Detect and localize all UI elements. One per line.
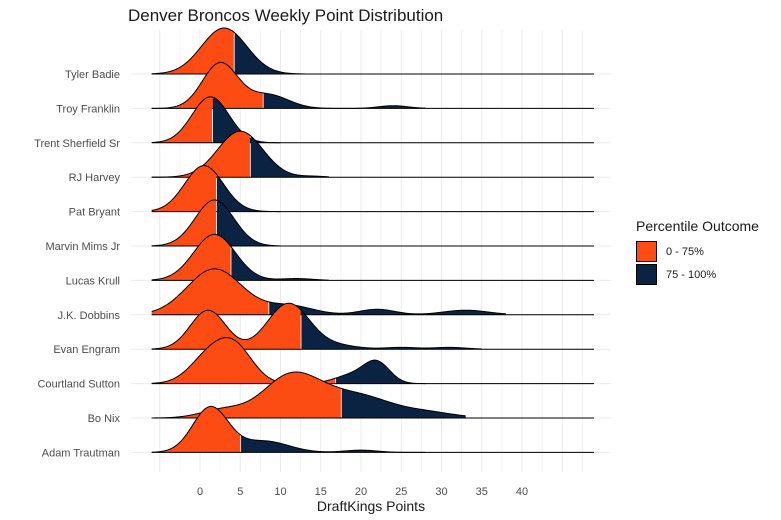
y-tick-label: J.K. Dobbins bbox=[58, 310, 121, 322]
x-axis-ticks: 0 5 10 15 20 25 30 35 40 bbox=[197, 486, 528, 498]
ridge-fill-75-100 bbox=[241, 435, 426, 453]
x-tick-label: 25 bbox=[395, 486, 407, 498]
ridge-outline bbox=[151, 405, 426, 453]
y-tick-label: Marvin Mims Jr bbox=[45, 241, 120, 253]
ridge-courtland-sutton bbox=[151, 337, 594, 385]
y-tick-label: Troy Franklin bbox=[56, 103, 120, 115]
ridge-j-k-dobbins bbox=[151, 268, 594, 316]
ridge-fill-0-75 bbox=[151, 268, 269, 315]
ridge-outline bbox=[151, 302, 482, 350]
ridge-fill-0-75 bbox=[151, 406, 241, 453]
ridge-fill-75-100 bbox=[341, 388, 466, 418]
ridge-fill-75-100 bbox=[250, 135, 329, 178]
x-tick-label: 10 bbox=[274, 486, 286, 498]
ridge-fill-75-100 bbox=[216, 174, 281, 212]
legend-item-high: 75 - 100% bbox=[636, 263, 759, 286]
ridge-outline bbox=[151, 165, 281, 213]
chart-title: Denver Broncos Weekly Point Distribution bbox=[128, 6, 444, 25]
ridge-fill-75-100 bbox=[231, 247, 329, 281]
legend-swatch-low bbox=[636, 241, 657, 262]
legend-label-low: 0 - 75% bbox=[666, 245, 704, 258]
ridge-fill-75-100 bbox=[216, 200, 281, 246]
ridge-fill-75-100 bbox=[269, 301, 506, 315]
x-tick-label: 40 bbox=[516, 486, 528, 498]
ridge-outline bbox=[151, 268, 506, 315]
x-axis-title: DraftKings Points bbox=[317, 498, 425, 514]
ridge-outline bbox=[151, 27, 305, 75]
y-tick-label: Lucas Krull bbox=[66, 275, 120, 287]
y-tick-label: Bo Nix bbox=[88, 413, 121, 425]
y-tick-label: Adam Trautman bbox=[42, 447, 120, 459]
ridge-trent-sherfield-sr bbox=[151, 96, 594, 144]
ridge-fill-0-75 bbox=[151, 372, 341, 418]
legend-title: Percentile Outcome bbox=[636, 218, 759, 234]
ridge-fill-75-100 bbox=[263, 93, 426, 109]
x-tick-label: 20 bbox=[355, 486, 367, 498]
ridge-fill-75-100 bbox=[234, 32, 305, 74]
ridge-fill-0-75 bbox=[151, 165, 217, 212]
x-tick-label: 0 bbox=[197, 486, 203, 498]
legend-item-low: 0 - 75% bbox=[636, 240, 759, 263]
ridge-rj-harvey bbox=[151, 130, 594, 178]
ridge-fill-0-75 bbox=[151, 28, 234, 74]
ridge-adam-trautman bbox=[151, 405, 594, 453]
legend: Percentile Outcome 0 - 75% 75 - 100% bbox=[636, 218, 759, 286]
ridge-outline bbox=[151, 199, 281, 247]
y-tick-label: Evan Engram bbox=[53, 344, 120, 356]
ridge-fill-0-75 bbox=[151, 337, 336, 384]
ridge-outline bbox=[151, 61, 426, 109]
ridge-troy-franklin bbox=[151, 61, 594, 109]
y-tick-label: Trent Sherfield Sr bbox=[34, 138, 120, 150]
y-tick-label: Pat Bryant bbox=[69, 207, 120, 219]
ridge-outline bbox=[151, 233, 329, 281]
ridge-layer bbox=[151, 27, 594, 453]
ridge-fill-75-100 bbox=[212, 97, 281, 143]
x-tick-label: 35 bbox=[476, 486, 488, 498]
y-tick-label: RJ Harvey bbox=[69, 172, 121, 184]
x-tick-label: 30 bbox=[435, 486, 447, 498]
legend-swatch-high bbox=[636, 264, 657, 285]
x-tick-label: 5 bbox=[237, 486, 243, 498]
ridge-fill-75-100 bbox=[336, 360, 426, 384]
ridge-fill-0-75 bbox=[151, 131, 250, 178]
ridge-fill-75-100 bbox=[301, 310, 482, 350]
y-tick-label: Tyler Badie bbox=[65, 69, 120, 81]
ridge-outline bbox=[151, 96, 281, 144]
y-axis-labels: Tyler Badie Troy Franklin Trent Sherfield … bbox=[34, 69, 120, 459]
y-tick-label: Courtland Sutton bbox=[37, 379, 120, 391]
x-tick-label: 15 bbox=[315, 486, 327, 498]
legend-label-high: 75 - 100% bbox=[666, 268, 717, 281]
ridge-outline bbox=[151, 130, 329, 178]
